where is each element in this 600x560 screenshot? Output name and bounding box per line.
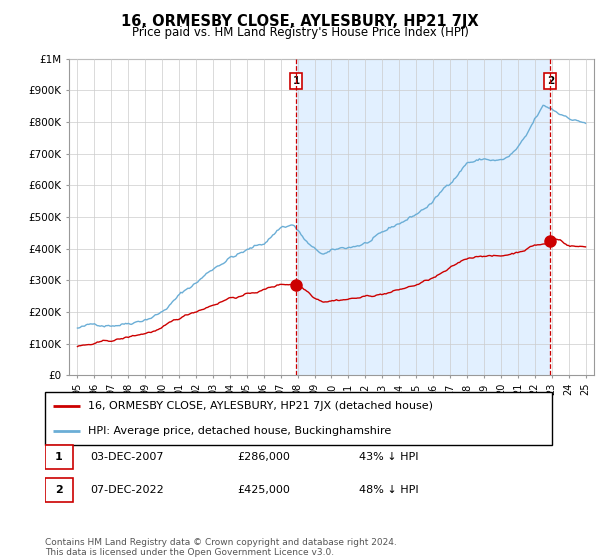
Text: 16, ORMESBY CLOSE, AYLESBURY, HP21 7JX (detached house): 16, ORMESBY CLOSE, AYLESBURY, HP21 7JX (… (88, 402, 433, 412)
Bar (296, 59, 550, 375)
FancyBboxPatch shape (45, 478, 73, 502)
Text: 16, ORMESBY CLOSE, AYLESBURY, HP21 7JX: 16, ORMESBY CLOSE, AYLESBURY, HP21 7JX (121, 14, 479, 29)
Text: HPI: Average price, detached house, Buckinghamshire: HPI: Average price, detached house, Buck… (88, 426, 391, 436)
Text: £286,000: £286,000 (238, 452, 290, 462)
Text: 07-DEC-2022: 07-DEC-2022 (91, 485, 164, 495)
Text: £425,000: £425,000 (238, 485, 290, 495)
Text: Price paid vs. HM Land Registry's House Price Index (HPI): Price paid vs. HM Land Registry's House … (131, 26, 469, 39)
Text: 03-DEC-2007: 03-DEC-2007 (91, 452, 164, 462)
Text: 2: 2 (547, 76, 554, 86)
Text: 48% ↓ HPI: 48% ↓ HPI (359, 485, 419, 495)
Text: Contains HM Land Registry data © Crown copyright and database right 2024.
This d: Contains HM Land Registry data © Crown c… (45, 538, 397, 557)
Text: 2: 2 (55, 485, 63, 495)
Text: 43% ↓ HPI: 43% ↓ HPI (359, 452, 419, 462)
FancyBboxPatch shape (45, 392, 552, 445)
FancyBboxPatch shape (45, 445, 73, 469)
Text: 1: 1 (55, 452, 63, 462)
Text: 1: 1 (293, 76, 300, 86)
